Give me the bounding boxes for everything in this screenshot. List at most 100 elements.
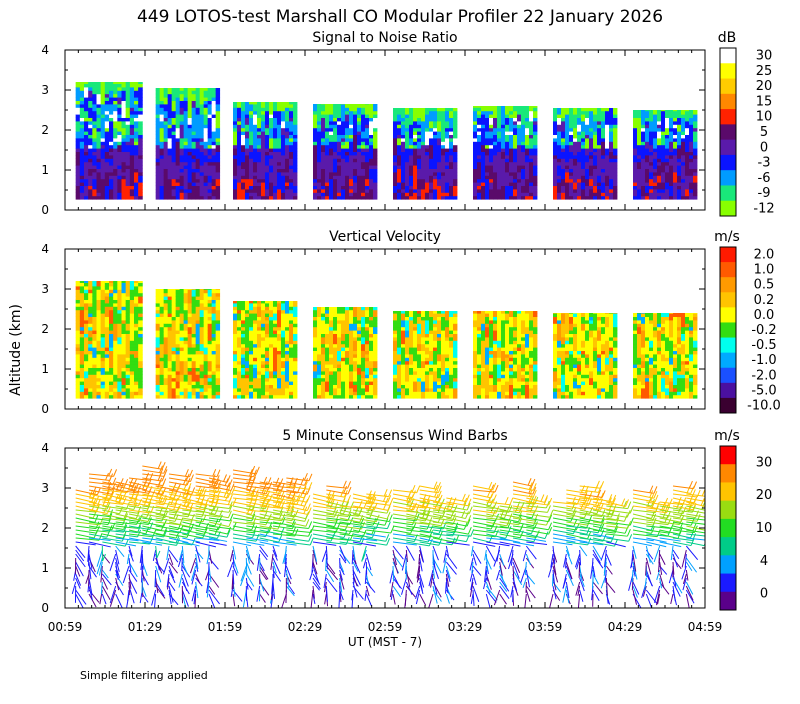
heatmap-cell: [265, 186, 269, 190]
heatmap-cell: [76, 313, 81, 317]
heatmap-cell: [80, 357, 85, 361]
heatmap-cell: [589, 135, 593, 139]
heatmap-cell: [188, 361, 192, 365]
heatmap-cell: [413, 128, 417, 132]
heatmap-cell: [393, 158, 397, 162]
heatmap-cell: [76, 374, 81, 378]
heatmap-cell: [345, 145, 349, 149]
heatmap-cell: [657, 182, 661, 186]
heatmap-cell: [113, 368, 118, 372]
heatmap-cell: [689, 121, 693, 125]
heatmap-cell: [273, 186, 277, 190]
heatmap-cell: [188, 165, 192, 169]
heatmap-cell: [425, 192, 429, 196]
heatmap-cell: [341, 148, 345, 152]
heatmap-cell: [184, 330, 188, 334]
heatmap-cell: [126, 340, 131, 344]
heatmap-cell: [176, 364, 180, 368]
heatmap-cell: [192, 107, 196, 111]
heatmap-cell: [188, 289, 192, 290]
heatmap-cell: [168, 289, 172, 290]
heatmap-cell: [88, 371, 93, 375]
heatmap-cell: [597, 172, 601, 176]
heatmap-cell: [417, 108, 421, 111]
heatmap-cell: [196, 175, 200, 179]
heatmap-cell: [361, 128, 365, 132]
heatmap-cell: [269, 102, 273, 104]
heatmap-cell: [168, 101, 172, 105]
heatmap-cell: [589, 131, 593, 135]
heatmap-cell: [249, 111, 253, 115]
heatmap-cell: [341, 175, 345, 179]
heatmap-cell: [176, 368, 180, 372]
heatmap-cell: [241, 371, 245, 375]
heatmap-cell: [445, 182, 449, 186]
heatmap-cell: [80, 165, 85, 169]
heatmap-cell: [397, 108, 401, 111]
heatmap-cell: [373, 179, 377, 183]
heatmap-cell: [405, 169, 409, 173]
heatmap-cell: [109, 391, 114, 395]
heatmap-cell: [601, 189, 605, 193]
heatmap-cell: [184, 300, 188, 304]
heatmap-cell: [249, 330, 253, 334]
heatmap-cell: [92, 347, 97, 351]
heatmap-cell: [397, 141, 401, 145]
heatmap-cell: [653, 172, 657, 176]
heatmap-cell: [489, 158, 493, 162]
heatmap-cell: [156, 364, 160, 368]
heatmap-cell: [80, 114, 85, 118]
heatmap-cell: [168, 114, 172, 118]
heatmap-cell: [204, 145, 208, 149]
heatmap-cell: [289, 169, 293, 173]
heatmap-cell: [513, 111, 517, 115]
heatmap-cell: [97, 152, 102, 156]
heatmap-cell: [188, 354, 192, 358]
heatmap-cell: [88, 306, 93, 310]
heatmap-cell: [117, 344, 122, 348]
heatmap-cell: [481, 179, 485, 183]
heatmap-cell: [481, 182, 485, 186]
heatmap-cell: [101, 289, 106, 293]
heatmap-cell: [529, 138, 533, 142]
heatmap-cell: [429, 186, 433, 190]
heatmap-cell: [421, 196, 425, 200]
heatmap-cell: [188, 303, 192, 307]
heatmap-cell: [134, 169, 139, 173]
heatmap-cell: [200, 306, 204, 310]
heatmap-cell: [126, 121, 131, 125]
heatmap-cell: [80, 90, 85, 94]
heatmap-cell: [204, 182, 208, 186]
heatmap-cell: [176, 361, 180, 365]
heatmap-cell: [673, 182, 677, 186]
heatmap-cell: [421, 172, 425, 176]
heatmap-cell: [573, 186, 577, 190]
heatmap-cell: [373, 128, 377, 132]
heatmap-cell: [329, 111, 333, 115]
heatmap-cell: [216, 114, 220, 118]
heatmap-cell: [257, 162, 261, 166]
heatmap-cell: [333, 118, 337, 122]
heatmap-cell: [192, 323, 196, 327]
heatmap-cell: [269, 189, 273, 193]
heatmap-cell: [689, 118, 693, 122]
heatmap-cell: [289, 121, 293, 125]
heatmap-cell: [126, 344, 131, 348]
heatmap-cell: [533, 106, 537, 108]
heatmap-cell: [212, 368, 216, 372]
heatmap-cell: [349, 179, 353, 183]
heatmap-cell: [569, 118, 573, 122]
heatmap-cell: [685, 182, 689, 186]
heatmap-cell: [633, 175, 637, 179]
heatmap-cell: [693, 135, 697, 139]
heatmap-cell: [273, 152, 277, 156]
heatmap-cell: [192, 118, 196, 122]
heatmap-cell: [349, 111, 353, 115]
heatmap-cell: [645, 138, 649, 142]
heatmap-cell: [156, 378, 160, 382]
heatmap-cell: [501, 111, 505, 115]
heatmap-cell: [529, 186, 533, 190]
heatmap-cell: [493, 158, 497, 162]
heatmap-cell: [337, 172, 341, 176]
heatmap-cell: [130, 371, 135, 375]
